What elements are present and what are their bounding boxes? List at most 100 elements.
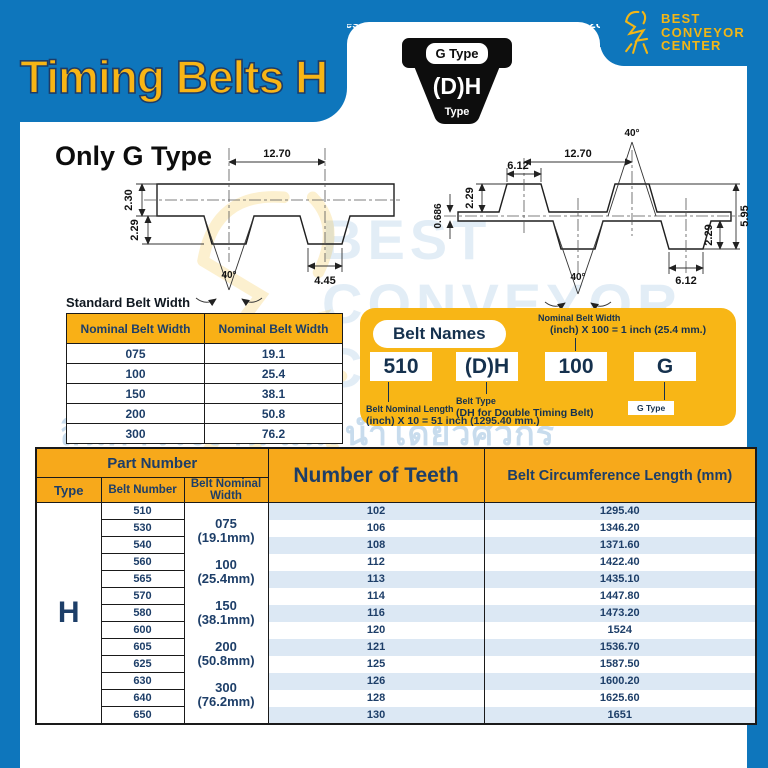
connector-line <box>575 338 576 351</box>
dim-tooth-height: 2.29 <box>129 219 141 240</box>
badge-top-label: G Type <box>435 46 478 61</box>
length-cell: 1346.20 <box>599 522 640 534</box>
std-row: 075 19.1 <box>66 343 343 364</box>
table-row: H 510 075 (19.1mm) 100 (25.4mm) 150 (38.1mm… <box>36 502 757 724</box>
teeth-cell: 126 <box>268 672 485 690</box>
table-row: 640 128 1625.60 <box>36 689 756 707</box>
table-row: 605 121 1536.70 <box>36 638 757 656</box>
dim-angle: 40° <box>221 270 236 281</box>
belt-number-header: Belt Number <box>100 477 185 503</box>
length-cell: 1422.40 <box>599 556 640 568</box>
table-row: 560 112 1422.40 <box>36 553 756 571</box>
teeth-cell: 113 <box>268 570 485 588</box>
belt-name-box-width: 100 <box>545 352 607 381</box>
teeth-cell: 128 <box>268 689 485 707</box>
table-row: 650 130 1651 <box>36 706 757 725</box>
belt-type-note-formula: (DH for Double Timing Belt) <box>456 407 594 419</box>
dim-tooth-bottom-width: 6.12 <box>675 275 696 287</box>
belt-number-cell: 650 <box>100 706 185 725</box>
dim-body-thickness: 0.686 <box>433 203 444 228</box>
dim-pitch: 12.70 <box>263 148 291 160</box>
length-cell: 1524 <box>607 624 633 636</box>
nominal-belt-width-note-title: Nominal Belt Width <box>538 313 621 323</box>
dim-tooth-height-bottom: 2.29 <box>703 224 715 245</box>
belt-number-cell: 580 <box>100 604 185 622</box>
title-block <box>0 0 347 122</box>
length-cell: 1625.60 <box>599 692 640 704</box>
belt-number-cell: 625 <box>100 655 185 673</box>
standard-belt-width-title: Standard Belt Width <box>66 295 191 310</box>
belt-number-cell: 540 <box>100 536 185 554</box>
width-group: 200 (50.8mm) <box>197 639 255 669</box>
logo-text: BEST CONVEYOR CENTER <box>661 11 746 53</box>
belt-number-cell: 640 <box>100 689 185 707</box>
belt-name-box-type: (D)H <box>456 352 518 381</box>
std-col1-header: Nominal Belt Width <box>66 313 205 344</box>
table-row: 630 126 1600.20 <box>36 672 757 690</box>
table-row: 625 125 1587.50 <box>36 655 756 673</box>
table-row: 580 116 1473.20 <box>36 604 757 622</box>
belt-number-cell: 530 <box>100 519 185 537</box>
teeth-cell: 121 <box>268 638 485 656</box>
teeth-cell: 120 <box>268 621 485 639</box>
length-cell: 1473.20 <box>484 604 757 622</box>
belt-number-cell: 560 <box>100 553 185 571</box>
g-type-tag: G Type <box>628 401 675 415</box>
dim-tooth-height-top: 2.29 <box>464 187 476 208</box>
dim-thickness: 2.30 <box>123 189 135 210</box>
double-belt-drawing: 40° 12.70 6.12 2.29 0.686 5.95 2.29 6.12… <box>433 128 751 311</box>
length-cell: 1295.40 <box>484 502 757 520</box>
belt-number-cell: 600 <box>100 621 185 639</box>
type-header: Type <box>35 477 102 503</box>
dim-angle-top: 40° <box>624 128 639 139</box>
belt-number-cell: 510 <box>100 502 185 520</box>
length-cell: 1371.60 <box>484 536 757 554</box>
part-number-header: Part Number <box>35 447 269 478</box>
company-logo: BEST CONVEYOR CENTER <box>600 0 768 66</box>
length-cell: 1600.20 <box>484 672 757 690</box>
badge-bottom-label: Type <box>445 106 470 118</box>
width-group: 100 (25.4mm) <box>197 556 255 586</box>
dim-tooth-top-width: 6.12 <box>507 160 528 172</box>
teeth-cell: 130 <box>268 706 485 724</box>
only-g-type-heading: Only G Type <box>55 141 213 171</box>
dim-overall-height: 5.95 <box>739 205 751 226</box>
goat-logo-icon <box>625 10 649 54</box>
length-cell: 1651 <box>484 706 757 724</box>
belt-number-cell: 630 <box>100 672 185 690</box>
g-type-pill <box>426 43 488 64</box>
table-row: 565 113 1435.10 <box>36 570 757 588</box>
belt-type-badge: G Type (D)H Type <box>402 38 512 124</box>
belt-names-title: Belt Names <box>373 320 506 348</box>
standard-belt-width-table: Nominal Belt Width Nominal Belt Width 07… <box>66 313 343 444</box>
table-row: 570 114 1447.80 <box>36 587 756 605</box>
connector-line <box>388 382 389 402</box>
dim-tooth-width: 4.45 <box>314 275 335 287</box>
std-row: 200 50.8 <box>66 403 343 424</box>
std-row: 300 76.2 <box>66 423 343 444</box>
dim-pitch-right: 12.70 <box>564 148 592 160</box>
width-group: 150 (38.1mm) <box>197 597 255 627</box>
teeth-cell: 102 <box>268 502 485 520</box>
std-col2-header: Nominal Belt Width <box>204 313 343 344</box>
belt-nominal-width-header: Belt Nominal Width <box>183 477 269 503</box>
width-group: 075 (19.1mm) <box>197 515 255 545</box>
page-title: Timing Belts H <box>19 50 329 104</box>
std-row: 150 38.1 <box>66 383 343 404</box>
number-of-teeth-header: Number of Teeth <box>267 447 485 503</box>
belt-name-box-g: G <box>634 352 696 381</box>
teeth-cell: 116 <box>268 604 485 622</box>
belt-number-cell: 570 <box>100 587 185 605</box>
length-cell: 1536.70 <box>484 638 757 656</box>
nominal-belt-width-note-formula: (inch) X 100 = 1 inch (25.4 mm.) <box>550 324 707 336</box>
table-row: 540 108 1371.60 <box>36 536 757 554</box>
width-group: 300 (76.2mm) <box>197 680 255 710</box>
teeth-cell: 106 <box>268 519 485 537</box>
badge-middle-label: (D)H <box>433 73 482 99</box>
connector-line <box>486 382 487 394</box>
belt-number-cell: 565 <box>100 570 185 588</box>
connector-line <box>664 382 665 400</box>
belt-number-cell: 605 <box>100 638 185 656</box>
single-belt-drawing: 12.70 2.30 2.29 40° 4.45 <box>123 148 400 307</box>
belt-circumference-header: Belt Circumference Length (mm) <box>483 447 757 503</box>
